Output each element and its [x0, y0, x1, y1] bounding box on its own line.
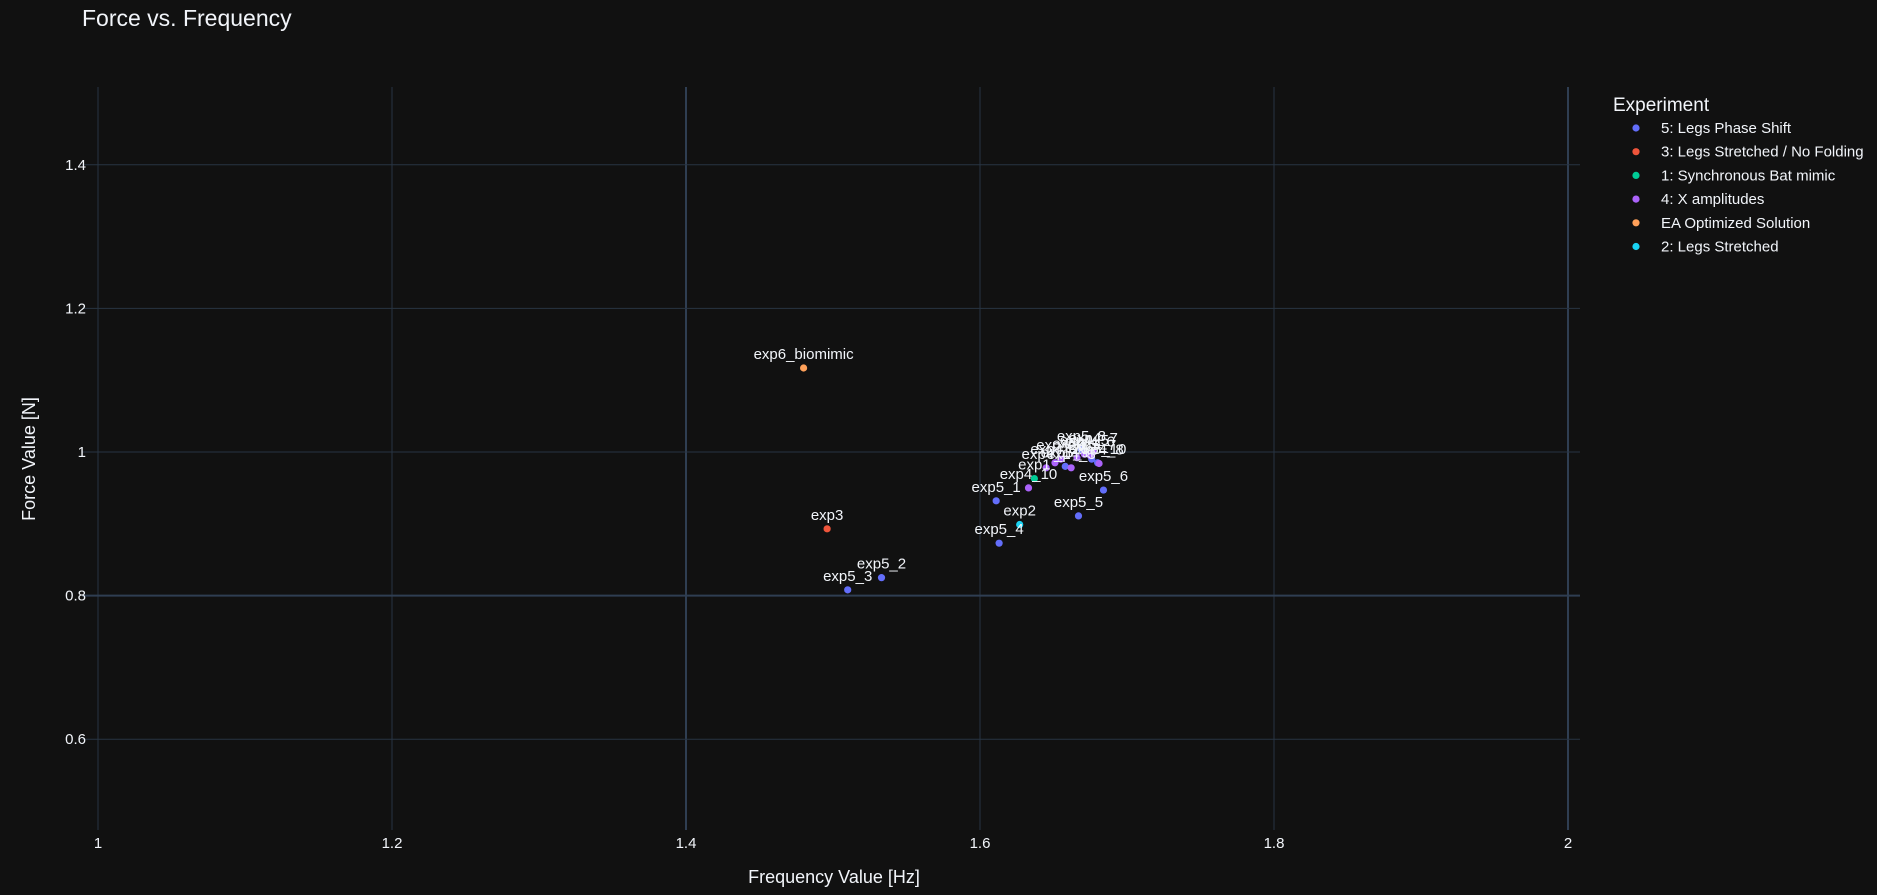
- point-label: exp5_3: [823, 568, 872, 585]
- x-tick-label: 1.4: [676, 835, 697, 852]
- scatter-point: [877, 574, 886, 582]
- point-label: exp4_2: [1030, 441, 1079, 458]
- grid-lines: [82, 87, 1580, 830]
- legend-entry: 4: X amplitudes: [1661, 191, 1764, 208]
- point-label: exp5_5: [1054, 494, 1103, 511]
- scatter-point: [992, 497, 1000, 505]
- point-label: exp4_10: [1000, 466, 1058, 483]
- y-tick-label: 1: [78, 444, 86, 461]
- scatter-point: [1051, 459, 1059, 467]
- scatter-point: [1024, 484, 1033, 492]
- scatter-point: [1080, 450, 1088, 458]
- legend-marker: [1632, 171, 1640, 179]
- y-tick-label: 1.2: [65, 300, 86, 317]
- legend-marker: [1632, 219, 1640, 227]
- scatter-point: [1089, 448, 1097, 456]
- point-label: exp5_8: [1057, 428, 1106, 445]
- point-label: exp5_9: [1041, 444, 1090, 461]
- x-axis-title: Frequency Value [Hz]: [748, 867, 920, 887]
- point-label: exp5_2: [857, 556, 906, 573]
- scatter-point: [995, 539, 1003, 547]
- scatter-point: [1074, 512, 1083, 520]
- legend-entry: 5: Legs Phase Shift: [1661, 120, 1792, 137]
- scatter-point: [844, 586, 852, 594]
- point-label: exp1: [1018, 457, 1051, 474]
- legend-entry: 2: Legs Stretched: [1661, 239, 1779, 256]
- scatter-point: [823, 525, 831, 533]
- point-label: exp4_5: [1060, 432, 1109, 449]
- point-label: exp4_6: [1066, 434, 1115, 451]
- point-label: exp2: [1003, 503, 1036, 520]
- point-label: exp3: [811, 507, 844, 524]
- point-label: exp5_10: [1069, 441, 1127, 458]
- legend-entry: 1: Synchronous Bat mimic: [1661, 167, 1836, 184]
- scatter-point: [1099, 486, 1108, 494]
- x-tick-label: 1.6: [970, 835, 991, 852]
- x-tick-label: 2: [1564, 835, 1572, 852]
- scatter-point: [1042, 464, 1050, 472]
- scatter-point: [1061, 462, 1069, 470]
- legend-title: Experiment: [1613, 95, 1710, 116]
- y-axis-title: Force Value [N]: [19, 397, 39, 521]
- point-label: exp5_6: [1079, 468, 1128, 485]
- point-label: exp5_7: [1067, 437, 1116, 454]
- scatter-point: [1095, 459, 1103, 468]
- chart-title: Force vs. Frequency: [82, 5, 292, 31]
- legend-marker: [1632, 148, 1640, 156]
- scatter-point: [1030, 474, 1038, 483]
- point-label: exp4_9: [1036, 437, 1085, 454]
- point-label: exp4_1: [1022, 446, 1071, 463]
- y-tick-label: 0.6: [65, 731, 86, 748]
- legend-marker: [1632, 242, 1640, 251]
- y-axis-ticks: 0.6 0.8 1 1.2 1.4: [65, 157, 86, 748]
- y-tick-label: 1.4: [65, 157, 86, 174]
- point-label: exp4_8: [1074, 441, 1123, 458]
- point-label: exp4_4: [1052, 436, 1101, 453]
- y-tick-label: 0.8: [65, 588, 86, 605]
- scatter-point: [800, 364, 808, 372]
- data-points: [800, 364, 1108, 594]
- legend-entry: 3: Legs Stretched / No Folding: [1661, 144, 1864, 161]
- x-tick-label: 1.2: [382, 835, 403, 852]
- legend: Experiment 5: Legs Phase Shift 3: Legs St…: [1613, 95, 1864, 256]
- scatter-point: [1016, 520, 1024, 529]
- point-label: exp6_biomimic: [754, 346, 855, 363]
- x-axis-ticks: 1 1.2 1.4 1.6 1.8 2: [94, 835, 1572, 852]
- point-label: exp5_4: [975, 521, 1024, 538]
- legend-marker: [1632, 124, 1640, 132]
- scatter-point: [1067, 464, 1075, 472]
- legend-marker: [1632, 195, 1640, 203]
- legend-entry: EA Optimized Solution: [1661, 215, 1810, 232]
- scatter-point: [1073, 454, 1081, 462]
- x-tick-label: 1: [94, 835, 102, 852]
- point-label: exp4_3: [1047, 446, 1096, 463]
- scatter-point: [1057, 455, 1065, 463]
- point-label: exp5_1: [972, 479, 1021, 496]
- x-tick-label: 1.8: [1264, 835, 1285, 852]
- point-label: exp4_7: [1069, 430, 1118, 447]
